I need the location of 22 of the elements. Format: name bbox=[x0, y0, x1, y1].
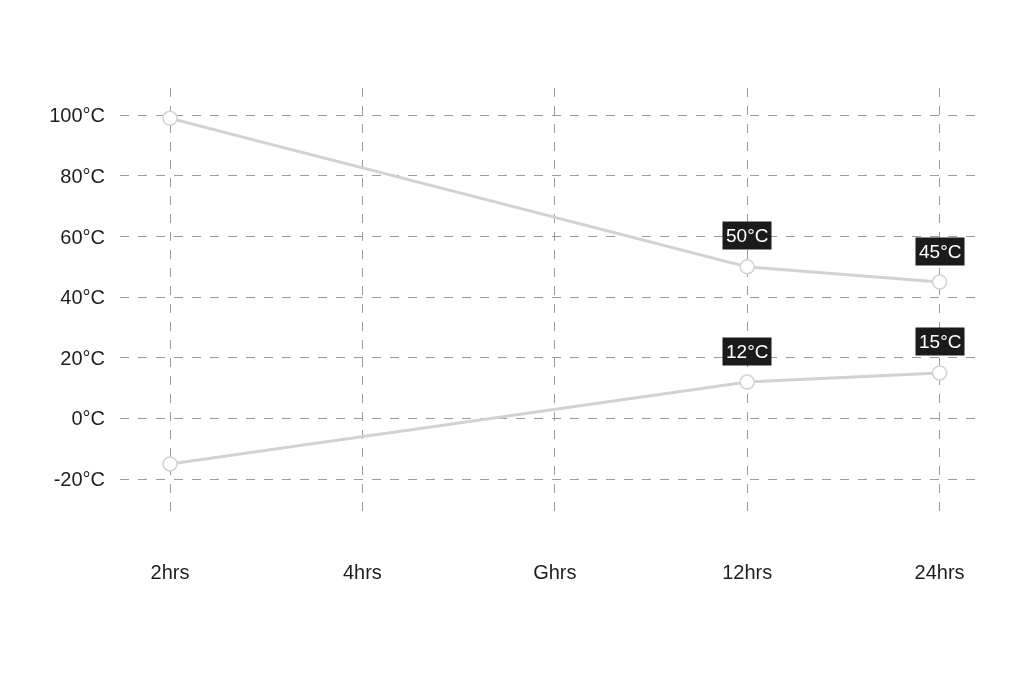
x-tick-label: Ghrs bbox=[533, 561, 577, 583]
x-tick-label: 24hrs bbox=[914, 561, 965, 583]
y-tick-label: -20°C bbox=[53, 468, 105, 491]
x-tick-label: 2hrs bbox=[150, 561, 190, 583]
y-tick-label: 0°C bbox=[71, 407, 105, 430]
y-tick-label: 60°C bbox=[60, 225, 105, 248]
point bbox=[739, 374, 755, 390]
data-label: 12°C bbox=[726, 341, 769, 362]
point bbox=[931, 365, 948, 381]
data-label: 50°C bbox=[726, 225, 769, 246]
point bbox=[739, 259, 755, 275]
point bbox=[162, 456, 178, 472]
data-label: 45°C bbox=[919, 241, 962, 262]
y-tick-label: 40°C bbox=[60, 286, 105, 309]
data-label: 15°C bbox=[919, 331, 962, 352]
y-tick-label: 80°C bbox=[60, 164, 105, 187]
y-tick-label: 100°C bbox=[49, 104, 105, 127]
x-tick-label: 12hrs bbox=[722, 561, 773, 583]
point bbox=[162, 110, 178, 127]
x-tick-label: 4hrs bbox=[342, 561, 382, 583]
point bbox=[931, 274, 948, 290]
y-tick-label: 20°C bbox=[60, 346, 105, 369]
